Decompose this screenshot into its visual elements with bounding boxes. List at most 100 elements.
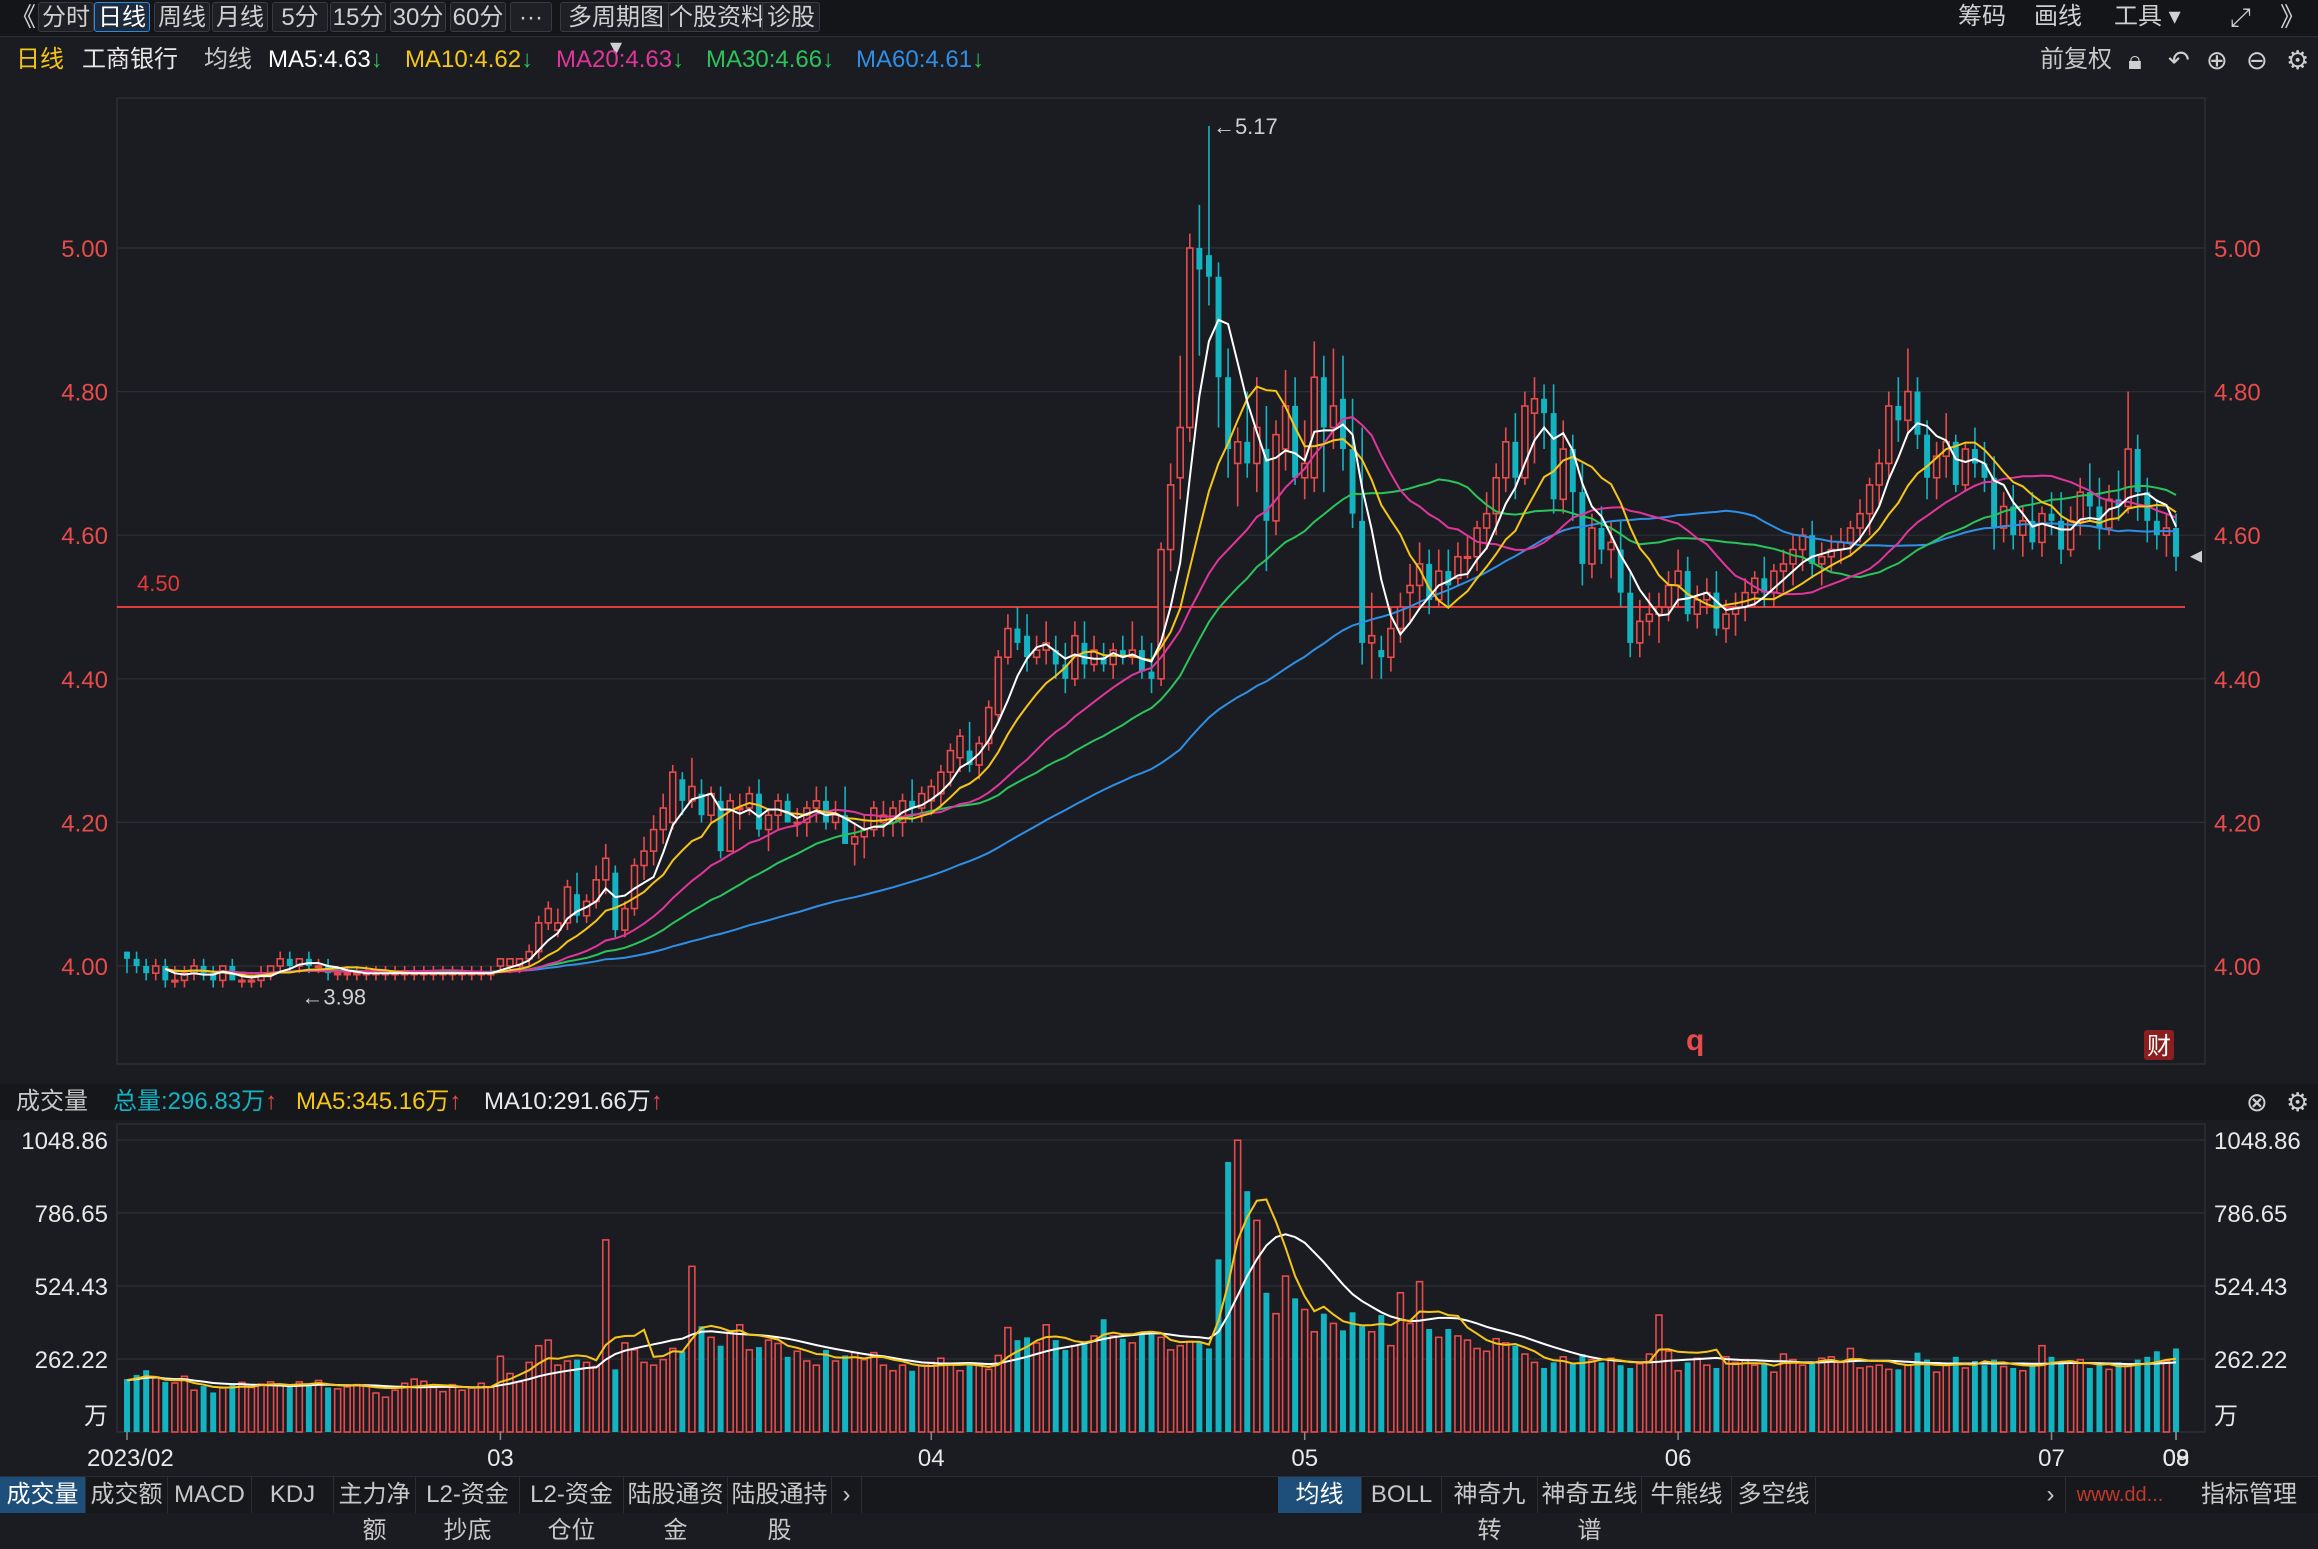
lock-icon[interactable]: 🔒︎: [2128, 45, 2142, 75]
volume-bar: [812, 1364, 821, 1433]
volume-bar: [276, 1383, 284, 1433]
volume-bar: [707, 1336, 715, 1433]
volume-bar: [917, 1364, 926, 1433]
tabs-next-icon[interactable]: ›: [832, 1477, 862, 1513]
overlay-tab-1[interactable]: BOLL: [1362, 1477, 1442, 1513]
volume-bar: [2086, 1367, 2093, 1432]
x-tick-label: 05: [1291, 1445, 1318, 1472]
adjust-button[interactable]: 前复权: [2040, 46, 2112, 73]
volume-bar: [2105, 1368, 2113, 1433]
volume-bar: [850, 1351, 859, 1433]
indicator-tab-6[interactable]: L2-资金仓位: [520, 1477, 624, 1544]
period-tab-3[interactable]: 月线: [212, 2, 268, 32]
candle-body: [1119, 650, 1126, 658]
volume-bar: [467, 1387, 476, 1433]
volume-bar: [1904, 1364, 1912, 1433]
settings-icon[interactable]: ⚙: [2286, 45, 2310, 75]
indicator-tab-4[interactable]: 主力净额: [334, 1477, 416, 1544]
indicator-tab-2[interactable]: MACD: [168, 1477, 252, 1513]
candle-body: [679, 779, 686, 801]
indicator-tab-1[interactable]: 成交额: [86, 1477, 168, 1513]
volume-bar: [1244, 1191, 1251, 1432]
overlay-tab-3[interactable]: 神奇五线谱: [1538, 1477, 1642, 1544]
candle-body: [1999, 505, 2008, 529]
indicator-tab-3[interactable]: KDJ: [252, 1477, 334, 1513]
volume-bar: [1032, 1342, 1041, 1433]
candle-body: [1904, 390, 1912, 422]
fullscreen-icon[interactable]: ⤢: [2230, 2, 2251, 32]
indicator-manage-button[interactable]: 指标管理: [2201, 1481, 2297, 1508]
candle-body: [1186, 247, 1194, 429]
overlay-tab-0[interactable]: 均线: [1278, 1477, 1362, 1513]
candle-body: [1233, 441, 1242, 465]
finance-marker: 财: [2147, 1033, 2171, 1060]
zoom-out-icon[interactable]: ⊖: [2246, 45, 2268, 75]
candle-body: [726, 800, 734, 852]
volume-bar: [1674, 1369, 1682, 1433]
candle-body: [1166, 484, 1175, 551]
indicator-tab-5[interactable]: L2-资金抄底: [416, 1477, 520, 1544]
candle-body: [755, 793, 762, 830]
volume-bar: [1924, 1359, 1931, 1432]
volume-bar: [1579, 1354, 1586, 1432]
forward-icon[interactable]: 》: [2280, 2, 2307, 32]
period-tab-11[interactable]: 诊股: [762, 2, 820, 32]
period-tab-1[interactable]: 日线: [94, 2, 150, 32]
indicator-tab-7[interactable]: 陆股通资金: [624, 1477, 728, 1544]
indicator-tab-8[interactable]: 陆股通持股: [728, 1477, 832, 1544]
volume-bar: [1713, 1367, 1720, 1432]
candle-body: [812, 800, 821, 809]
period-tab-5[interactable]: 15分: [330, 2, 386, 32]
candle-body: [295, 958, 304, 967]
volume-bar: [793, 1350, 802, 1433]
tools-button[interactable]: 工具 ▾: [2114, 3, 2181, 30]
volume-tick-left: 524.43: [35, 1274, 108, 1301]
volume-settings-icon[interactable]: ⚙: [2286, 1087, 2310, 1117]
volume-bar: [381, 1396, 390, 1433]
volume-bar: [679, 1351, 686, 1432]
candle-body: [286, 958, 293, 966]
candle-body: [927, 785, 936, 802]
candle-body: [1991, 477, 1998, 529]
volume-bar: [1024, 1337, 1030, 1432]
candle-body: [1684, 571, 1691, 615]
x-tick-label: 08: [2163, 1445, 2190, 1472]
period-tab-0[interactable]: 分时: [38, 2, 94, 32]
candle-body: [1445, 571, 1452, 586]
candle-body: [180, 972, 189, 982]
zoom-in-icon[interactable]: ⊕: [2206, 45, 2228, 75]
back-icon[interactable]: 《: [10, 2, 37, 32]
undo-icon[interactable]: ↶: [2168, 45, 2190, 75]
overlay-tab-5[interactable]: 多空线: [1732, 1477, 1816, 1513]
volume-bar: [2134, 1359, 2141, 1432]
volume-bar: [1253, 1219, 1261, 1433]
close-icon[interactable]: ⊗: [2246, 1087, 2268, 1117]
chip-button[interactable]: 筹码: [1958, 3, 2006, 30]
candle-body: [1559, 448, 1567, 501]
volume-bar: [2058, 1362, 2065, 1432]
candle-body: [2153, 520, 2160, 536]
period-tab-8[interactable]: ···: [510, 2, 552, 32]
kline-chart[interactable]: 4.50 5.00 5.00 4.80 4.80 4.60 4.60 4.40 4.40 4.2…: [0, 0, 2318, 1476]
overlay-next-icon[interactable]: ›: [2036, 1477, 2066, 1513]
volume-bar: [956, 1369, 964, 1433]
volume-bar: [1501, 1342, 1510, 1433]
draw-button[interactable]: 画线: [2034, 3, 2082, 30]
candle-body: [2105, 498, 2113, 529]
period-tab-2[interactable]: 周线: [154, 2, 210, 32]
volume-bar: [831, 1360, 840, 1433]
period-tab-6[interactable]: 30分: [390, 2, 446, 32]
candle-body: [333, 972, 342, 976]
period-tab-4[interactable]: 5分: [272, 2, 328, 32]
period-tab-7[interactable]: 60分: [450, 2, 506, 32]
volume-bar: [822, 1349, 829, 1432]
candle-body: [534, 922, 543, 953]
volume-bar: [630, 1349, 639, 1433]
overlay-tab-2[interactable]: 神奇九转: [1442, 1477, 1538, 1544]
volume-bar: [238, 1381, 246, 1433]
indicator-tab-0[interactable]: 成交量: [0, 1477, 86, 1513]
volume-bar: [124, 1379, 130, 1432]
overlay-tab-4[interactable]: 牛熊线: [1642, 1477, 1732, 1513]
volume-bar: [1081, 1342, 1088, 1432]
volume-bar: [362, 1384, 371, 1433]
